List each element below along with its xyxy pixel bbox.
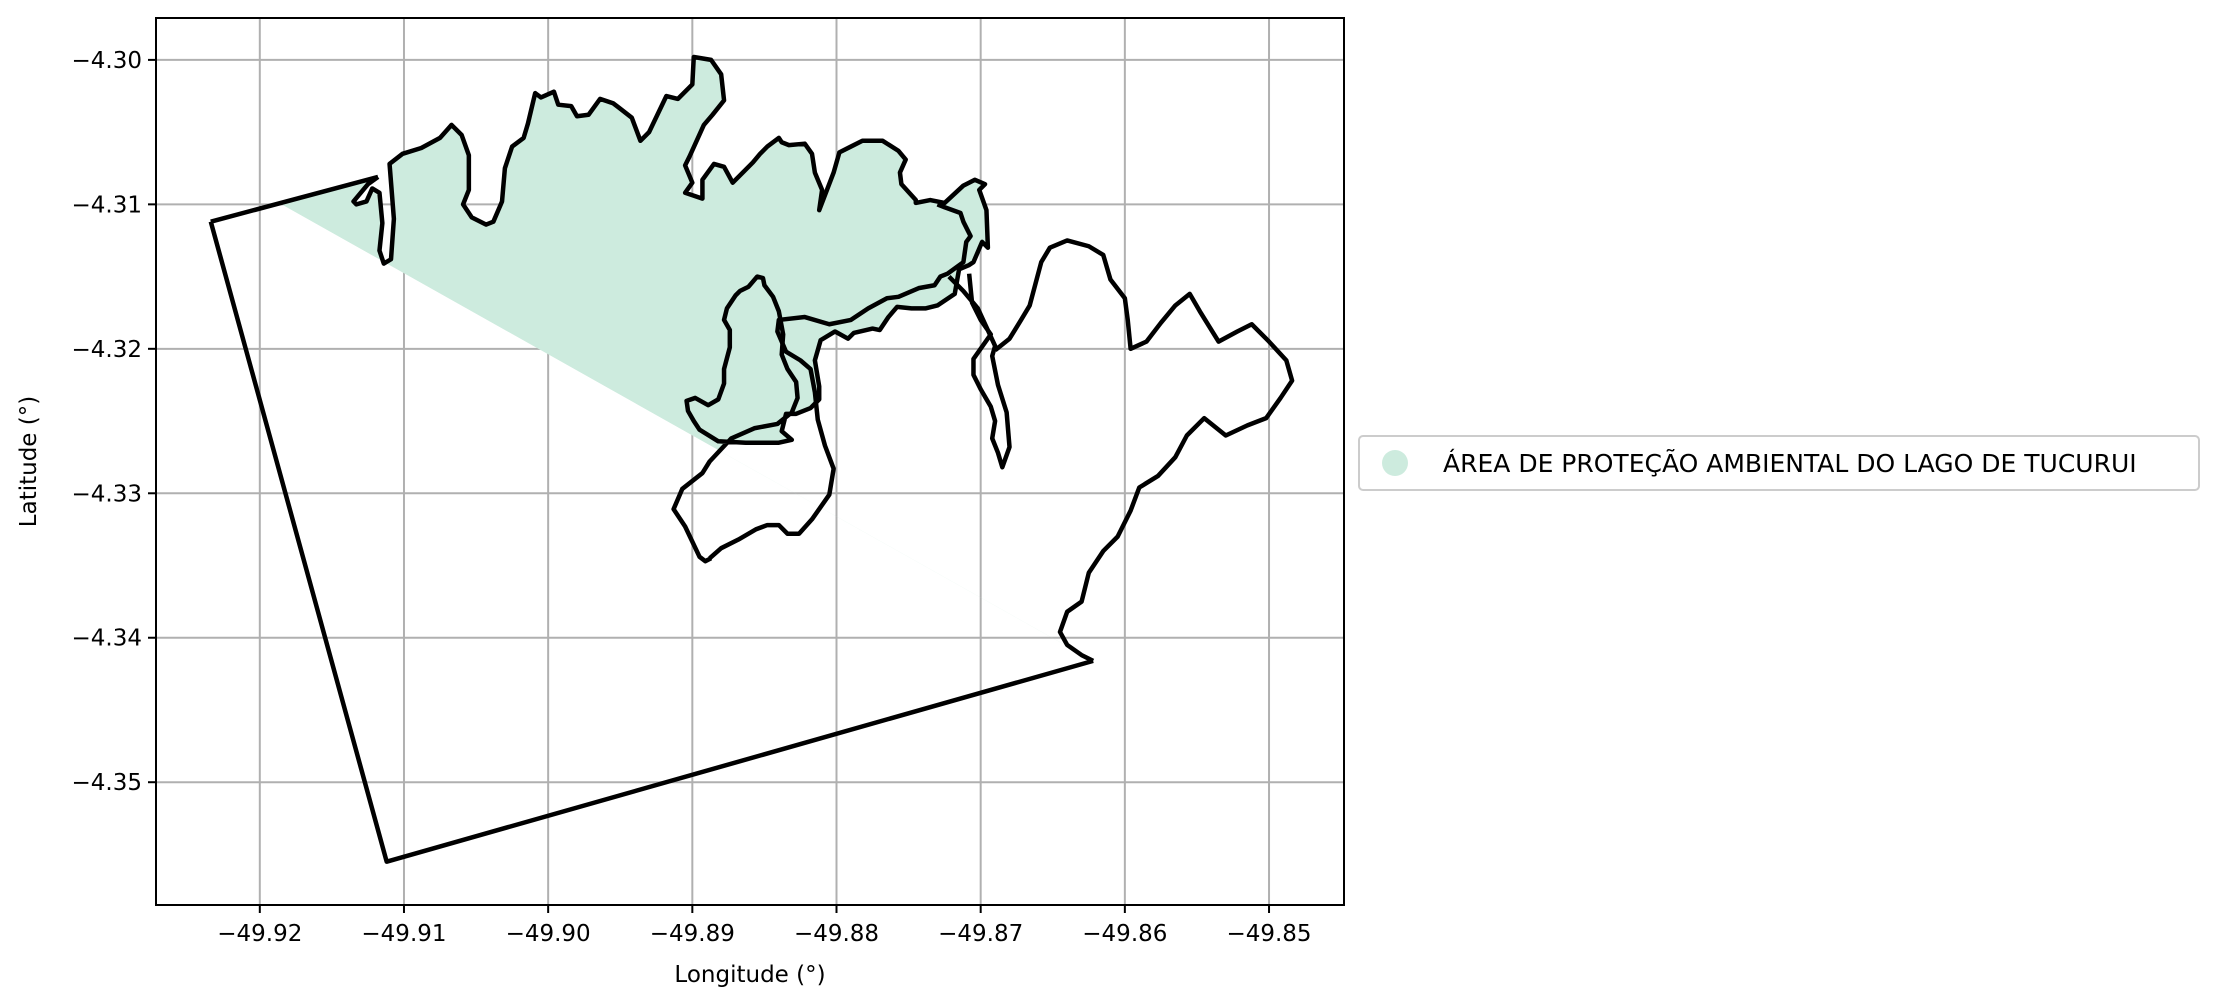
legend-label: ÁREA DE PROTEÇÃO AMBIENTAL DO LAGO DE TU… bbox=[1443, 448, 2137, 478]
x-tick-label: −49.89 bbox=[650, 921, 735, 947]
y-axis-title: Latitude (°) bbox=[16, 396, 42, 527]
x-axis-title: Longitude (°) bbox=[674, 962, 825, 988]
x-tick-label: −49.86 bbox=[1082, 921, 1167, 947]
coastline-west bbox=[351, 54, 991, 564]
boundary-outline bbox=[208, 54, 1295, 864]
boundary-edge-southwest bbox=[208, 221, 1094, 864]
x-tick-label: −49.88 bbox=[794, 921, 879, 947]
coastline-east bbox=[993, 238, 1295, 663]
legend: ÁREA DE PROTEÇÃO AMBIENTAL DO LAGO DE TU… bbox=[1358, 435, 2200, 491]
boundary-edge-north bbox=[210, 174, 379, 224]
legend-marker bbox=[1382, 450, 1408, 476]
x-tick-label: −49.92 bbox=[217, 921, 302, 947]
y-tick-label: −4.35 bbox=[72, 770, 142, 796]
y-tick-label: −4.31 bbox=[72, 192, 142, 218]
coastline-inlet bbox=[708, 202, 973, 560]
y-tick-label: −4.32 bbox=[72, 337, 142, 363]
coastline-channel bbox=[947, 273, 1012, 470]
y-tick-label: −4.33 bbox=[72, 481, 142, 507]
grid-lines bbox=[156, 18, 1344, 905]
axis-ticks: −49.92 −49.91 −49.90 −49.89 −49.88 −49.87 −49.… bbox=[72, 48, 1312, 947]
x-tick-label: −49.90 bbox=[506, 921, 591, 947]
y-tick-label: −4.30 bbox=[72, 48, 142, 74]
x-tick-label: −49.91 bbox=[361, 921, 446, 947]
plot-frame bbox=[155, 17, 1345, 906]
y-tick-label: −4.34 bbox=[72, 626, 142, 652]
x-tick-label: −49.87 bbox=[938, 921, 1023, 947]
x-tick-label: −49.85 bbox=[1226, 921, 1311, 947]
legend-box bbox=[1358, 435, 2200, 491]
